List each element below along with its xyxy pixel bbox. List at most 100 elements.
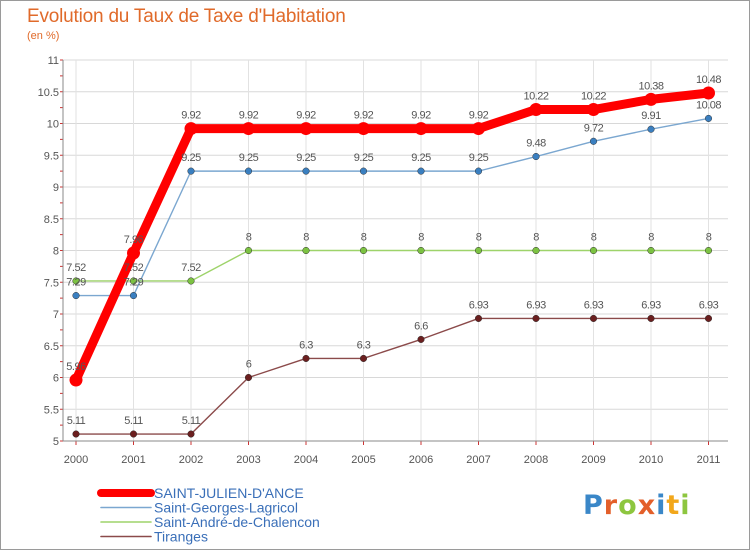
logo-letter: x — [637, 490, 657, 521]
data-point — [647, 125, 655, 133]
data-label: 6 — [246, 359, 252, 371]
series-3 — [72, 314, 713, 438]
data-label: 8 — [591, 232, 597, 244]
data-point — [532, 314, 540, 322]
data-label: 7.52 — [181, 262, 201, 274]
data-label: 6.3 — [357, 339, 371, 351]
data-point — [242, 122, 255, 136]
data-label: 10.38 — [638, 80, 663, 92]
series-line — [75, 317, 710, 435]
data-point — [244, 167, 253, 175]
data-label: 9.92 — [469, 110, 489, 122]
data-label: 9.92 — [181, 110, 201, 122]
data-label: 10.22 — [581, 91, 606, 103]
data-label: 7.96 — [124, 234, 144, 246]
data-point — [184, 122, 198, 136]
data-label: 9.92 — [354, 110, 374, 122]
data-label: 6.6 — [414, 320, 428, 332]
series-line — [71, 88, 713, 385]
data-point — [69, 373, 83, 387]
x-tick-label: 2003 — [236, 454, 260, 466]
data-label: 9.25 — [296, 152, 316, 164]
data-label: 6.93 — [699, 299, 719, 311]
data-point — [72, 430, 80, 438]
data-label: 9.25 — [469, 152, 489, 164]
data-label: 9.72 — [584, 122, 604, 134]
data-point — [187, 430, 195, 438]
data-point — [129, 430, 138, 438]
logo-letter: P — [583, 490, 604, 521]
legend-label: Tiranges — [154, 529, 208, 545]
data-point — [474, 246, 483, 255]
data-point — [587, 103, 600, 117]
legend-label: Saint-Georges-Lagricol — [154, 500, 298, 516]
data-point — [417, 167, 425, 175]
data-label: 9.25 — [239, 152, 259, 164]
data-label: 5.11 — [124, 415, 143, 427]
data-point — [647, 246, 655, 255]
data-label: 7.29 — [124, 277, 144, 289]
x-tick-label: 2007 — [466, 454, 490, 466]
data-label: 8 — [418, 232, 424, 244]
data-point — [589, 314, 598, 322]
data-point — [704, 314, 713, 322]
x-tick-label: 2000 — [64, 454, 88, 466]
data-label: 9.92 — [239, 110, 259, 122]
data-label: 5.11 — [67, 415, 86, 427]
data-point — [644, 92, 658, 106]
axes: 5 5.5 6 6.5 7 7.5 8 8.5 9 9.5 10 10.5 11 2000 2001 2002… — [38, 55, 728, 466]
data-label: 9.92 — [411, 110, 431, 122]
data-label: 9.92 — [296, 110, 316, 122]
legend: SAINT-JULIEN-D'ANCESaint-Georges-Lagrico… — [97, 485, 320, 545]
series-0 — [69, 86, 715, 387]
data-point — [299, 122, 313, 136]
y-tick-label: 7.5 — [44, 277, 59, 289]
data-label: 7.52 — [124, 262, 144, 274]
data-point — [529, 103, 543, 117]
y-tick-label: 6 — [53, 373, 59, 385]
logo-letter: i — [680, 490, 691, 521]
data-point — [129, 277, 138, 285]
series-group: 7.29 7.29 9.25 9.25 9.25 9.25 9.25 9.25 9.48 9.72… — [66, 74, 722, 438]
data-label: 9.25 — [181, 152, 201, 164]
data-point — [474, 167, 483, 175]
data-point — [72, 292, 80, 300]
data-point — [244, 373, 253, 382]
y-tick-label: 10 — [47, 119, 59, 131]
data-point — [359, 354, 368, 363]
data-point — [474, 314, 483, 322]
data-point — [244, 246, 253, 255]
data-label: 7.29 — [66, 277, 86, 289]
data-point — [187, 277, 195, 285]
chart-title: Evolution du Taux de Taxe d'Habitation — [27, 6, 346, 27]
y-tick-label: 9 — [53, 182, 59, 194]
series-line — [75, 249, 710, 282]
data-point — [532, 152, 540, 161]
data-point — [129, 292, 138, 300]
series-1 — [72, 114, 713, 300]
y-axis-unit: (en %) — [27, 30, 60, 42]
data-point — [417, 246, 425, 255]
series-2 — [72, 246, 713, 285]
data-point — [127, 246, 140, 260]
logo-letter: r — [603, 490, 619, 521]
data-point — [702, 86, 715, 100]
data-point — [417, 335, 425, 343]
legend-label: SAINT-JULIEN-D'ANCE — [154, 485, 304, 501]
data-label: 9.25 — [411, 152, 431, 164]
x-tick-label: 2008 — [524, 454, 548, 466]
logo-letter: t — [666, 490, 681, 521]
data-label: 8 — [706, 232, 712, 244]
y-tick-label: 9.5 — [44, 150, 59, 162]
data-label: 10.22 — [523, 91, 548, 103]
data-label: 6.93 — [469, 299, 489, 311]
data-label: 6.93 — [584, 299, 604, 311]
data-label: 8 — [648, 232, 654, 244]
legend-label: Saint-André-de-Chalencon — [154, 514, 320, 530]
data-label: 10.48 — [696, 74, 721, 86]
data-point — [302, 354, 310, 363]
data-label: 8 — [533, 232, 539, 244]
y-tick-label: 5 — [53, 436, 59, 448]
y-tick-label: 7 — [53, 309, 59, 321]
series-line — [75, 117, 710, 297]
